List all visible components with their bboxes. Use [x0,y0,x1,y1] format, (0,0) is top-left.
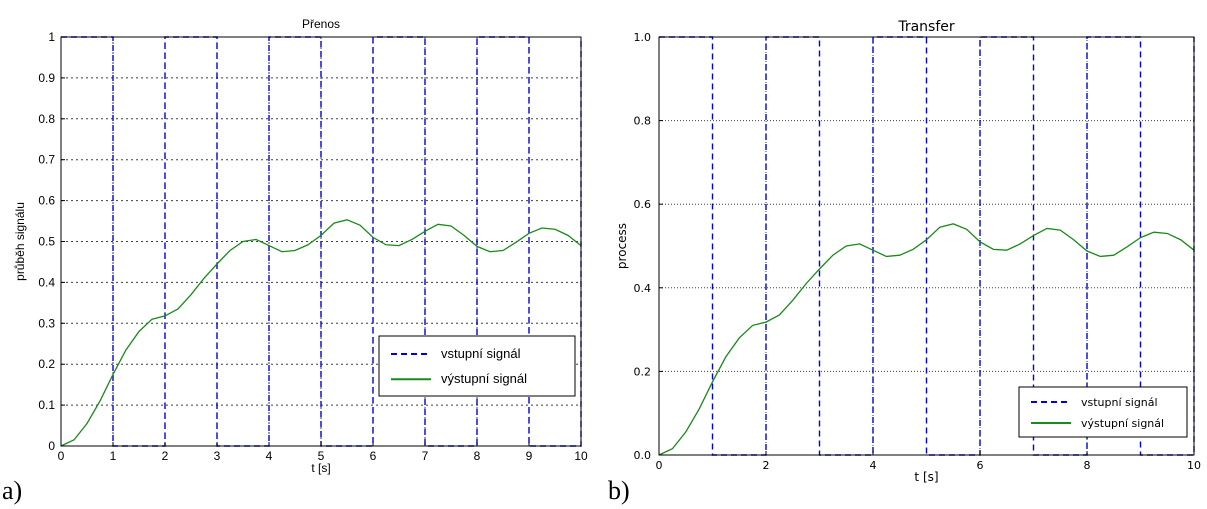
x-tick-label: 2 [763,459,770,472]
y-tick-label: 1.0 [634,31,652,44]
x-tick-label: 5 [318,449,325,463]
x-tick-label: 1 [110,449,117,463]
legend-label-2: výstupní signál [441,371,527,386]
x-tick-label: 2 [162,449,169,463]
x-tick-label: 8 [474,449,481,463]
axes-frame [658,36,1195,456]
series-line-2 [658,223,1195,456]
legend-box [378,335,576,397]
y-tick-label: 0.6 [634,198,652,211]
y-tick-label: 0.8 [38,112,55,126]
x-tick-label: 4 [870,459,877,472]
x-tick-label: 7 [422,449,429,463]
legend-label-1: vstupní signál [1081,396,1158,409]
y-tick-label: 0.2 [38,357,55,371]
series-line-1 [659,36,1195,456]
x-tick-label: 8 [1084,459,1091,472]
y-axis-label: process [615,223,629,269]
x-tick-label: 4 [266,449,273,463]
x-tick-label: 3 [214,449,221,463]
x-tick-label: 6 [370,449,377,463]
y-tick-label: 0.2 [634,365,652,378]
x-tick-label: 0 [656,459,663,472]
y-tick-label: 0.0 [634,449,652,462]
legend: vstupní signál výstupní signál [1018,386,1188,438]
y-tick-label: 0.4 [38,275,55,289]
x-tick-label: 10 [574,449,588,463]
x-tick-label: 6 [977,459,984,472]
y-tick-label: 1 [48,30,55,44]
y-tick-label: 0 [48,439,55,453]
x-axis-label: t [s] [311,461,330,475]
y-tick-label: 0.8 [634,115,652,128]
y-axis-label: průběh signálu [13,202,27,281]
legend: vstupní signál výstupní signál [378,335,576,397]
x-tick-label: 10 [1187,459,1201,472]
legend-label-2: výstupní signál [1081,417,1164,430]
y-tick-label: 0.6 [38,194,55,208]
x-tick-label: 9 [526,449,533,463]
panel-label-b: b) [608,476,630,505]
chart-title: Přenos [302,17,340,31]
chart-1: 0 1 2 3 4 5 6 7 8 9 10 0 0.1 0.2 0.3 0.4 0.5 0.6 0.7 0.8 0.9… [13,17,588,475]
series-line-2 [60,219,582,447]
panel-label-a: a) [2,476,23,505]
legend-box [1018,386,1188,438]
chart-title: Transfer [897,19,955,35]
y-tick-label: 0.9 [38,71,55,85]
x-tick-label: 0 [58,449,65,463]
chart-2: 0 2 4 6 8 10 0.0 0.2 0.4 0.6 0.8 1.0 Transfer t [s] pr… [615,19,1201,484]
plot-area [659,37,1194,455]
y-tick-label: 0.5 [38,235,55,249]
legend-label-1: vstupní signál [441,346,521,361]
y-tick-label: 0.7 [38,153,55,167]
y-tick-label: 0.3 [38,316,55,330]
y-tick-label: 0.4 [634,282,652,295]
y-tick-label: 0.1 [38,398,55,412]
x-axis-label: t [s] [914,470,938,484]
